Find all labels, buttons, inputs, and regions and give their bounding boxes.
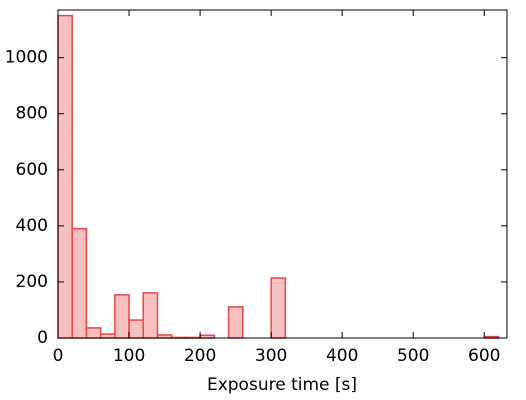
bar xyxy=(99,333,116,339)
y-tick-label: 800 xyxy=(16,104,48,124)
bar xyxy=(227,306,244,339)
x-tick-label: 300 xyxy=(255,346,287,366)
bar xyxy=(71,227,88,339)
x-tick-label: 400 xyxy=(326,346,358,366)
x-tick-label: 600 xyxy=(468,346,500,366)
y-tick-label: 200 xyxy=(16,272,48,292)
bar xyxy=(142,292,159,339)
x-tick-label: 100 xyxy=(113,346,145,366)
bar xyxy=(114,294,130,339)
bar xyxy=(85,327,102,339)
plot-frame xyxy=(57,9,508,339)
bar xyxy=(128,319,145,339)
x-tick-label: 200 xyxy=(184,346,216,366)
bar xyxy=(57,14,73,339)
y-tick-label: 600 xyxy=(16,160,48,180)
y-tick-label: 1000 xyxy=(5,48,48,68)
y-tick-label: 0 xyxy=(37,328,48,348)
x-axis-label: Exposure time [s] xyxy=(207,375,357,395)
x-tick-label: 0 xyxy=(53,346,64,366)
x-tick-label: 500 xyxy=(397,346,429,366)
y-tick-label: 400 xyxy=(16,216,48,236)
bar xyxy=(270,277,287,339)
